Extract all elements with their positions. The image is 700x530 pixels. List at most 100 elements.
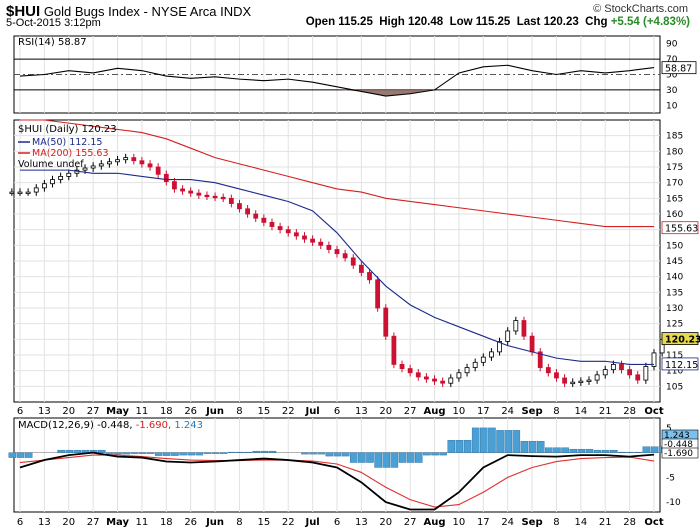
candle-body <box>41 183 47 189</box>
price-tick-label: 125 <box>666 320 683 330</box>
last-value: 120.23 <box>543 16 579 28</box>
macd-histogram-bar <box>325 452 334 457</box>
candle-body <box>497 341 502 353</box>
macd-histogram-bar <box>585 448 594 453</box>
high-value: 120.48 <box>408 16 444 28</box>
price-tick-label: 110 <box>666 367 683 377</box>
price-tick-label: 145 <box>666 257 683 267</box>
macd-histogram-bar <box>415 452 423 463</box>
candle-body <box>237 203 242 210</box>
macd-histogram-bar <box>187 452 195 456</box>
macd-histogram-bar <box>163 452 171 456</box>
candle-body <box>505 330 511 342</box>
macd-histogram-bar <box>65 449 74 453</box>
price-date-label: Jun <box>205 406 224 417</box>
macd-histogram-bar <box>260 450 269 453</box>
high-label: High <box>379 16 405 28</box>
ma200-value-tag: 155.63 <box>665 224 698 235</box>
macd-histogram-bar <box>154 452 163 456</box>
macd-date-label: 11 <box>136 517 149 528</box>
price-tick-label: 140 <box>666 273 683 283</box>
candle-body <box>107 161 112 165</box>
rsi-value-tag: 58.87 <box>665 64 692 75</box>
copyright: © StockCharts.com <box>593 3 688 15</box>
macd-histogram-bar <box>333 452 342 457</box>
macd-histogram-bar <box>650 446 659 453</box>
candle-body <box>342 253 348 259</box>
macd-histogram-bar <box>106 452 114 455</box>
candle-body <box>196 192 202 196</box>
macd-date-label: 20 <box>379 517 392 528</box>
macd-date-label: 26 <box>184 517 197 528</box>
price-tick-label: 150 <box>666 241 683 251</box>
macd-histogram-bar <box>122 452 130 455</box>
volume-legend: Volume undef <box>18 159 84 170</box>
macd-histogram-bar <box>114 452 122 455</box>
candle-body <box>172 181 177 190</box>
price-tick-label: 115 <box>666 351 683 361</box>
chart-datetime: 5-Oct-2015 3:12pm <box>6 17 101 29</box>
candle-body <box>643 366 649 381</box>
candle-body <box>586 379 592 382</box>
symbol: $HUI <box>6 3 41 20</box>
macd-histogram-bar <box>195 452 204 456</box>
price-date-label: 8 <box>553 406 559 417</box>
price-date-label: 6 <box>334 406 340 417</box>
macd-histogram-bar <box>309 452 317 455</box>
price-date-label: 14 <box>574 406 587 417</box>
macd-histogram-bar <box>447 440 456 453</box>
rsi-tick-label: 50 <box>666 71 678 81</box>
macd-histogram-bar <box>146 452 155 454</box>
candle-body <box>456 372 462 379</box>
macd-histogram-bar <box>561 447 569 453</box>
candle-body <box>155 166 161 175</box>
candle-body <box>131 157 137 162</box>
macd-legend: MACD(12,26,9) -0.448, -1.690, 1.243 <box>18 420 203 431</box>
candle-body <box>635 374 641 381</box>
macd-date-label: 27 <box>404 517 417 528</box>
price-date-label: Sep <box>521 406 542 417</box>
macd-date-label: Aug <box>424 517 446 528</box>
macd-date-label: 14 <box>574 517 587 528</box>
candle-body <box>212 195 218 199</box>
candle-body <box>627 369 633 376</box>
macd-tick-label: -5 <box>666 473 675 483</box>
candle-body <box>180 188 185 192</box>
price-date-label: 6 <box>17 406 23 417</box>
macd-histogram-bar <box>138 452 147 454</box>
price-date-label: 15 <box>257 406 270 417</box>
candle-body <box>310 238 316 243</box>
price-date-label: May <box>106 406 129 417</box>
candle-body <box>277 226 283 231</box>
candle-body <box>440 380 446 384</box>
rsi-tick-label: 30 <box>666 86 678 96</box>
candle-body <box>188 190 194 194</box>
macd-histogram-bar <box>471 427 480 453</box>
candle-body <box>448 377 454 384</box>
candle-body <box>513 320 519 332</box>
price-date-label: 20 <box>379 406 392 417</box>
candle-body <box>285 229 291 234</box>
rsi-tick-label: 10 <box>666 101 678 111</box>
macd-date-label: May <box>106 517 129 528</box>
rsi-value-tag-box <box>661 61 697 75</box>
candle-body <box>253 213 259 219</box>
macd-histogram-bar <box>349 452 358 463</box>
macd-histogram-bar <box>374 452 382 468</box>
candle-body <box>326 244 332 250</box>
ma50-legend: MA(50) 112.15 <box>32 137 102 148</box>
macd-histogram-bar <box>423 452 431 456</box>
macd-histogram-bar <box>610 449 618 453</box>
macd-date-label: 17 <box>477 517 490 528</box>
macd-histogram-bar <box>455 440 464 453</box>
macd-histogram-bar <box>171 452 179 456</box>
macd-histogram-bar <box>601 449 610 453</box>
chg-label: Chg <box>585 16 608 28</box>
candle-body <box>33 187 39 193</box>
candle-body <box>472 361 478 368</box>
macd-histogram-bar <box>203 452 212 454</box>
candle-body <box>391 335 397 365</box>
macd-date-label: Jun <box>205 517 224 528</box>
candle-body <box>269 221 275 227</box>
